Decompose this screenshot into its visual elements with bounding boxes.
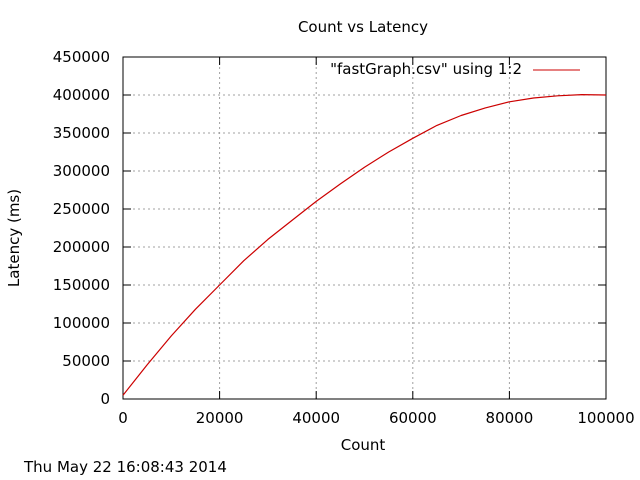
plot-frame: [122, 56, 607, 400]
y-tick-label: 0: [100, 390, 110, 408]
y-tick-label: 50000: [62, 352, 110, 370]
y-tick-label: 350000: [53, 124, 110, 142]
x-tick-label: 80000: [486, 409, 534, 427]
series-line-fastgraph: [122, 93, 607, 396]
x-tick-label: 40000: [292, 409, 340, 427]
x-tick-label: 20000: [196, 409, 244, 427]
x-axis-ticks: 0 20000 40000 60000 80000 100000: [118, 57, 635, 427]
chart-title: Count vs Latency: [298, 18, 428, 36]
x-tick-label: 60000: [389, 409, 437, 427]
y-axis-ticks: 0 50000 100000 150000 200000 250000 300000 3500…: [53, 48, 606, 408]
y-tick-label: 250000: [53, 200, 110, 218]
x-axis-label: Count: [341, 436, 386, 454]
y-tick-label: 400000: [53, 86, 110, 104]
series-layer: [122, 93, 607, 396]
footer-timestamp: Thu May 22 16:08:43 2014: [23, 458, 227, 476]
grid-lines: [123, 57, 606, 399]
y-axis-label: Latency (ms): [5, 189, 23, 287]
x-tick-label: 0: [118, 409, 128, 427]
y-tick-label: 150000: [53, 276, 110, 294]
y-tick-label: 200000: [53, 238, 110, 256]
y-tick-label: 300000: [53, 162, 110, 180]
y-tick-label: 450000: [53, 48, 110, 66]
y-tick-label: 100000: [53, 314, 110, 332]
legend: "fastGraph.csv" using 1:2: [330, 60, 580, 78]
legend-label-fastgraph: "fastGraph.csv" using 1:2: [330, 60, 522, 78]
x-tick-label: 100000: [577, 409, 634, 427]
